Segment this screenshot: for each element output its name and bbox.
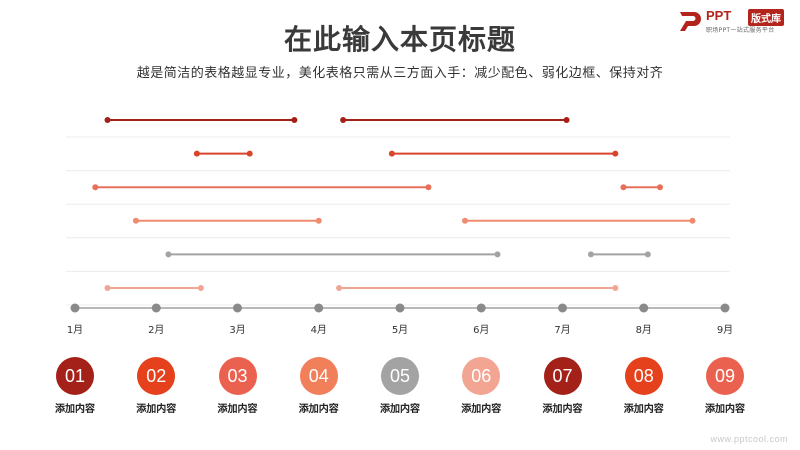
item-label[interactable]: 添加内容 xyxy=(542,404,583,415)
item-number-badge: 09 xyxy=(706,357,744,395)
logo-text: PPT xyxy=(706,8,732,23)
item-label[interactable]: 添加内容 xyxy=(217,404,258,415)
month-tick-label: 5月 xyxy=(391,325,409,336)
item-label[interactable]: 添加内容 xyxy=(55,404,95,415)
gantt-bar-endpoint xyxy=(104,117,111,123)
brand-logo[interactable]: PPT 版式库 职场PPT一站式服务平台 xyxy=(678,8,796,38)
gantt-bar-endpoint xyxy=(644,251,651,258)
axis-tick-dot xyxy=(70,303,80,313)
axis-tick-dot xyxy=(558,303,567,313)
axis-tick-dot xyxy=(639,303,649,313)
month-tick-label: 6月 xyxy=(473,325,490,336)
item-label[interactable]: 添加内容 xyxy=(705,404,745,415)
item-label[interactable]: 添加内容 xyxy=(380,404,420,415)
gantt-bar-endpoint xyxy=(563,117,570,123)
axis-tick-dot xyxy=(233,303,242,313)
gantt-bar-endpoint xyxy=(340,117,347,123)
gantt-bar-endpoint xyxy=(425,184,432,191)
item-number-badge: 06 xyxy=(462,357,501,395)
gantt-bar-endpoint xyxy=(612,285,619,291)
gantt-bar-endpoint xyxy=(315,217,322,224)
month-tick-label: 4月 xyxy=(310,325,327,336)
logo-badge: 版式库 xyxy=(748,9,784,26)
gantt-bar-endpoint xyxy=(193,150,200,157)
page-subtitle: 越是简洁的表格越显专业，美化表格只需从三方面入手：减少配色、弱化边框、保持对齐 xyxy=(136,66,664,81)
logo-tagline: 职场PPT一站式服务平台 xyxy=(706,27,775,34)
gantt-bar-endpoint xyxy=(462,217,468,224)
gantt-bar-endpoint xyxy=(92,184,99,191)
item-number-badge: 03 xyxy=(218,357,257,395)
gantt-bar-endpoint xyxy=(291,117,298,123)
item-label[interactable]: 添加内容 xyxy=(136,404,177,415)
gantt-bar-endpoint xyxy=(587,251,594,258)
item-number-badge: 01 xyxy=(56,357,94,395)
axis-tick-dot xyxy=(476,303,486,313)
axis-tick-dot xyxy=(395,303,405,313)
gantt-bar-endpoint xyxy=(246,150,253,157)
axis-tick-dot xyxy=(151,303,161,313)
gantt-bar-endpoint xyxy=(689,217,696,224)
month-tick-label: 2月 xyxy=(148,325,165,336)
month-tick-label: 8月 xyxy=(635,325,652,336)
month-tick-label: 9月 xyxy=(716,325,734,336)
gantt-bar-endpoint xyxy=(388,150,395,157)
logo-p-icon xyxy=(680,12,701,31)
gantt-bar-endpoint xyxy=(165,251,172,258)
gantt-bar-endpoint xyxy=(494,251,501,258)
item-number-badge: 05 xyxy=(381,357,419,395)
gantt-bar-endpoint xyxy=(104,285,111,291)
month-tick-label: 7月 xyxy=(554,325,571,336)
axis-tick-dot xyxy=(720,303,730,313)
gantt-bar-endpoint xyxy=(657,184,663,191)
item-number-badge: 08 xyxy=(624,357,663,395)
gantt-bar-endpoint xyxy=(620,184,627,191)
month-tick-label: 1月 xyxy=(66,325,84,336)
gantt-bar-endpoint xyxy=(336,285,343,291)
gantt-bar-endpoint xyxy=(132,217,139,224)
gantt-bar-endpoint xyxy=(612,150,619,157)
item-number-badge: 04 xyxy=(299,357,338,395)
item-label[interactable]: 添加内容 xyxy=(623,404,664,415)
axis-tick-dot xyxy=(314,303,324,313)
watermark: www.pptcool.com xyxy=(710,434,788,444)
item-label[interactable]: 添加内容 xyxy=(298,404,339,415)
item-number-badge: 02 xyxy=(137,357,176,395)
month-tick-label: 3月 xyxy=(229,325,246,336)
page-title: 在此输入本页标题 xyxy=(283,23,516,56)
item-label[interactable]: 添加内容 xyxy=(461,404,502,415)
gantt-bar-endpoint xyxy=(197,285,204,291)
item-number-badge: 07 xyxy=(543,357,582,395)
